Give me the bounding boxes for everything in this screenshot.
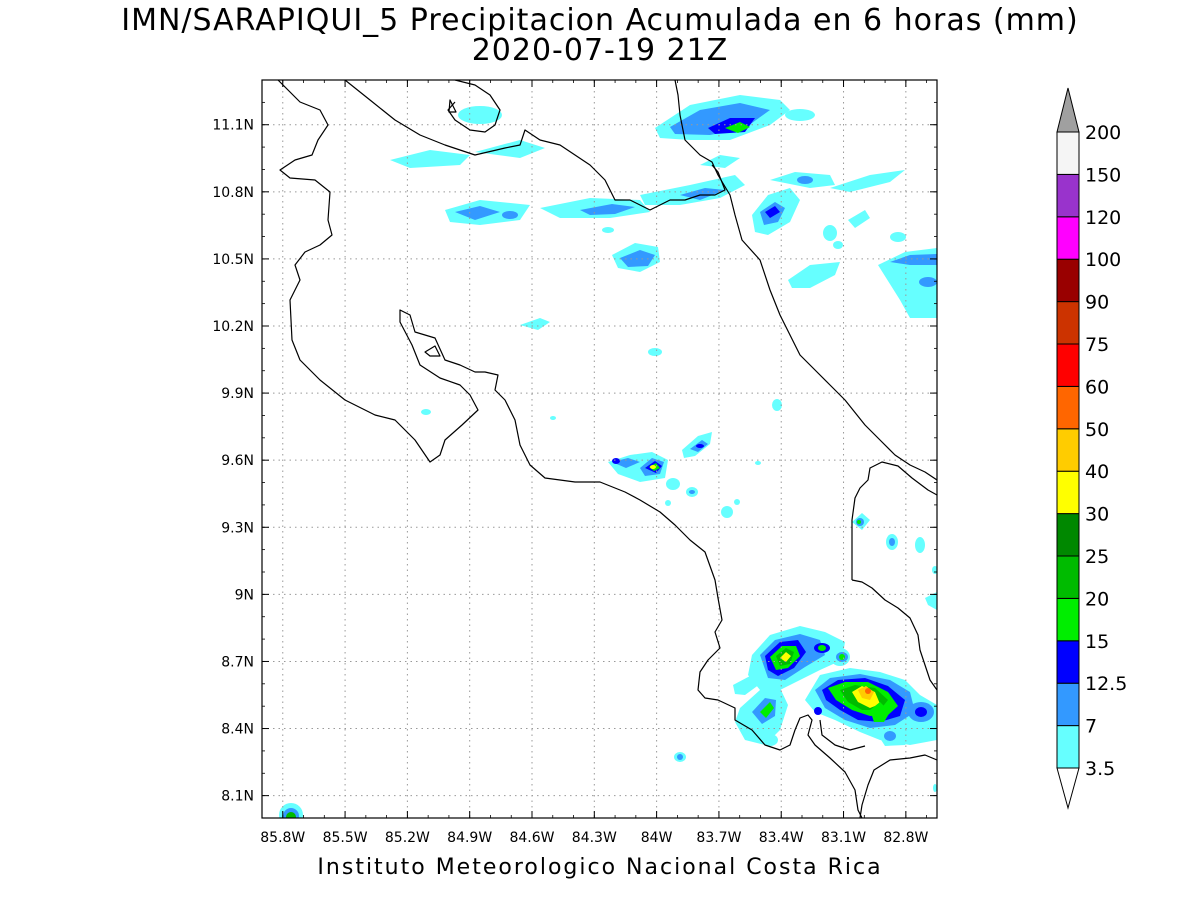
y-tick-label: 9N (235, 587, 254, 603)
precip-cell (421, 318, 782, 420)
colorbar-label: 100 (1085, 249, 1121, 271)
institution-footer: Instituto Meteorologico Nacional Costa R… (317, 855, 883, 880)
colorbar-swatch (1056, 173, 1080, 218)
colorbar-swatch (1056, 682, 1080, 727)
colorbar-underflow-triangle (1056, 767, 1080, 810)
colorbar-label: 150 (1085, 164, 1121, 186)
colorbar-swatch (1056, 301, 1080, 345)
precip-cell (458, 95, 815, 140)
x-tick-label: 84W (641, 830, 673, 846)
x-tick-label: 85.2W (385, 830, 430, 846)
y-tick-label: 8.1N (221, 789, 254, 805)
x-tick-label: 83.7W (696, 830, 741, 846)
colorbar-swatch (1056, 131, 1080, 175)
precip-cell (602, 227, 660, 272)
x-tick-label: 84.9W (447, 830, 492, 846)
map-title: IMN/SARAPIQUI_5 Precipitacion Acumulada … (121, 3, 1079, 38)
map-valid-time: 2020-07-19 21Z (471, 33, 729, 68)
colorbar-label: 120 (1085, 207, 1121, 229)
y-tick-label: 10.8N (212, 185, 254, 201)
colorbar-swatch (1056, 343, 1080, 387)
x-tick-label: 85.8W (260, 830, 305, 846)
colorbar-overflow-triangle (1056, 87, 1080, 133)
colorbar-label: 200 (1085, 122, 1121, 144)
precip-cell (390, 140, 745, 225)
y-tick-label: 8.7N (221, 654, 254, 670)
x-tick-label: 82.8W (883, 830, 928, 846)
colorbar-label: 50 (1085, 419, 1109, 441)
colorbar-swatch (1056, 470, 1080, 515)
precip-cell (752, 170, 937, 318)
y-tick-label: 9.6N (221, 453, 254, 469)
precip-cell (674, 626, 937, 792)
y-tick-label: 10.2N (212, 319, 254, 335)
x-tick-label: 83.1W (821, 830, 866, 846)
map-gridlines (262, 80, 937, 818)
colorbar-swatch (1056, 513, 1080, 557)
colorbar-label: 3.5 (1085, 758, 1115, 780)
axis-ticks: 85.8W 85.5W 85.2W 84.9W 84.6W 84.3W 84W 83.7W 83… (212, 79, 937, 846)
y-tick-label: 10.5N (212, 252, 254, 268)
colorbar-label: 25 (1085, 546, 1109, 568)
x-tick-label: 85.5W (323, 830, 368, 846)
colorbar-label: 7 (1085, 716, 1097, 738)
colorbar-swatch (1056, 216, 1080, 260)
x-tick-label: 84.6W (509, 830, 554, 846)
colorbar-label: 90 (1085, 292, 1109, 314)
colorbar-swatch (1056, 385, 1080, 430)
colorbar-label: 75 (1085, 334, 1109, 356)
y-tick-label: 11.1N (212, 118, 254, 134)
y-tick-label: 9.3N (221, 520, 254, 536)
colorbar-label: 12.5 (1085, 673, 1127, 695)
map-frame (261, 79, 938, 819)
colorbar-swatch (1056, 725, 1080, 769)
colorbar: 3.5 7 12.5 15 20 25 30 40 50 60 75 90 100 120 150 200 (1056, 87, 1127, 810)
colorbar-label: 20 (1085, 588, 1109, 610)
precipitation-layer (279, 95, 937, 818)
colorbar-swatch (1056, 640, 1080, 684)
y-tick-label: 9.9N (221, 386, 254, 402)
precip-cell (279, 803, 303, 818)
x-tick-label: 83.4W (759, 830, 804, 846)
coastline (277, 80, 937, 818)
y-tick-label: 8.4N (221, 722, 254, 738)
colorbar-swatch (1056, 555, 1080, 599)
colorbar-label: 30 (1085, 504, 1109, 526)
x-tick-label: 84.3W (572, 830, 617, 846)
colorbar-label: 40 (1085, 461, 1109, 483)
colorbar-swatch (1056, 258, 1080, 303)
colorbar-label: 15 (1085, 631, 1109, 653)
precip-cell (608, 432, 761, 518)
colorbar-label: 60 (1085, 376, 1109, 398)
colorbar-swatch (1056, 428, 1080, 472)
colorbar-swatch (1056, 597, 1080, 642)
